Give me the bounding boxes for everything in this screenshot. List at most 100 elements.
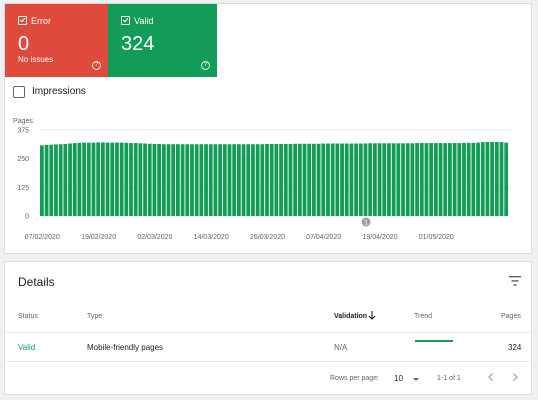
chart-bar — [44, 144, 49, 216]
chart-bar — [147, 143, 152, 216]
chart-bar — [302, 143, 307, 216]
column-header-validation[interactable]: Validation — [334, 313, 368, 320]
chart-bar — [293, 143, 298, 216]
chevron-down-icon[interactable] — [413, 378, 419, 381]
chart-bar — [96, 142, 101, 216]
chart-bar — [218, 144, 223, 216]
chart-bar — [265, 143, 269, 216]
impressions-checkbox[interactable] — [13, 86, 25, 98]
annotation-label: 1 — [364, 220, 368, 226]
chart-bar — [354, 143, 359, 216]
y-tick-label: 125 — [17, 185, 29, 192]
next-page-icon[interactable] — [510, 372, 520, 382]
chart-bars — [40, 141, 509, 216]
help-icon[interactable]: ? — [92, 61, 101, 70]
column-header-trend[interactable]: Trend — [414, 313, 433, 320]
error-checkbox[interactable] — [18, 16, 27, 25]
x-tick-label: 02/03/2020 — [137, 234, 172, 241]
chart-bar — [255, 144, 260, 216]
chart-bar — [321, 143, 326, 216]
valid-label: Valid — [134, 16, 154, 26]
chart-bar — [340, 143, 344, 216]
chart-bar — [457, 143, 462, 216]
chart-bar — [419, 143, 424, 216]
chart-bar — [138, 143, 143, 216]
x-tick-label: 07/02/2020 — [25, 234, 60, 241]
details-card: Details Status Type Validation Trend Pag… — [4, 261, 532, 395]
chart-bar — [232, 144, 237, 216]
row-status: Valid — [18, 343, 36, 352]
x-tick-label: 19/02/2020 — [81, 234, 116, 241]
chart-bar — [190, 144, 194, 216]
chart-bar — [485, 141, 490, 216]
chart-bar — [462, 142, 466, 216]
chart-bar — [119, 142, 124, 216]
chart-bar — [222, 144, 227, 216]
chart-bar — [199, 144, 204, 216]
chart-bar — [401, 143, 405, 216]
chart-bar — [54, 144, 58, 216]
chart-bar — [480, 142, 485, 216]
chart-bar — [424, 143, 429, 216]
chart-bar — [129, 143, 133, 216]
chart-bar — [330, 143, 335, 216]
chart-bar — [213, 144, 218, 216]
chart-bar — [82, 142, 86, 216]
chart-annotation[interactable]: 1 — [361, 217, 371, 227]
chart-bar — [180, 144, 185, 216]
error-tile[interactable]: Error 0 No issues ? — [5, 4, 108, 77]
x-tick-label: 14/03/2020 — [194, 234, 229, 241]
y-tick-labels: 375 250 125 0 — [17, 128, 29, 221]
rows-per-page-label: Rows per page: — [330, 375, 380, 382]
x-tick-label: 26/03/2020 — [250, 234, 285, 241]
chart-bar — [377, 143, 382, 216]
error-count: 0 — [18, 33, 30, 55]
chart-bar — [260, 144, 265, 216]
column-header-type[interactable]: Type — [87, 313, 103, 320]
chart-bar — [438, 143, 443, 216]
chart-bar — [297, 143, 302, 216]
chart-bar — [279, 143, 283, 216]
sort-down-icon[interactable] — [368, 311, 376, 320]
chart-bar — [115, 142, 119, 216]
chart-bar — [68, 143, 72, 216]
valid-count: 324 — [121, 33, 155, 55]
chart-bar — [476, 142, 480, 216]
valid-checkbox[interactable] — [121, 16, 130, 25]
chart-bar — [91, 142, 96, 216]
chart-bar — [58, 144, 63, 216]
chart-bar — [316, 143, 321, 216]
chart-bar — [208, 144, 213, 216]
filter-icon[interactable] — [509, 276, 521, 286]
chart-bar — [312, 143, 316, 216]
chart-bar — [185, 144, 190, 216]
chart-bar — [490, 141, 495, 216]
help-icon[interactable]: ? — [201, 61, 210, 70]
chart-bar — [499, 142, 504, 216]
x-tick-labels: 07/02/2020 19/02/2020 02/03/2020 14/03/2020… — [25, 234, 454, 241]
y-tick-label: 375 — [17, 128, 29, 135]
chart-bar — [49, 144, 54, 216]
chart-bar — [494, 141, 499, 216]
chart-bar — [246, 144, 251, 216]
chart-bar — [326, 143, 330, 216]
pages-chart: Pages 375 250 125 0 07/02/2020 19/02/2020 02/… — [13, 118, 511, 241]
chart-bar — [143, 143, 147, 216]
rows-per-page-select[interactable]: 10 — [394, 374, 403, 383]
valid-tile[interactable]: Valid 324 ? — [108, 4, 217, 77]
chart-bar — [124, 142, 129, 216]
chart-bar — [471, 142, 476, 216]
chart-bar — [176, 144, 180, 216]
column-header-status[interactable]: Status — [18, 313, 38, 320]
chart-bar — [166, 144, 171, 216]
chart-bar — [396, 143, 401, 216]
previous-page-icon[interactable] — [486, 372, 496, 382]
chart-bar — [161, 144, 166, 216]
table-divider — [5, 361, 531, 362]
chart-bar — [241, 144, 246, 216]
chart-bar — [429, 143, 434, 216]
chart-bar — [405, 143, 410, 216]
column-header-pages[interactable]: Pages — [501, 313, 521, 320]
chart-bar — [251, 144, 255, 216]
chart-bar — [307, 143, 312, 216]
